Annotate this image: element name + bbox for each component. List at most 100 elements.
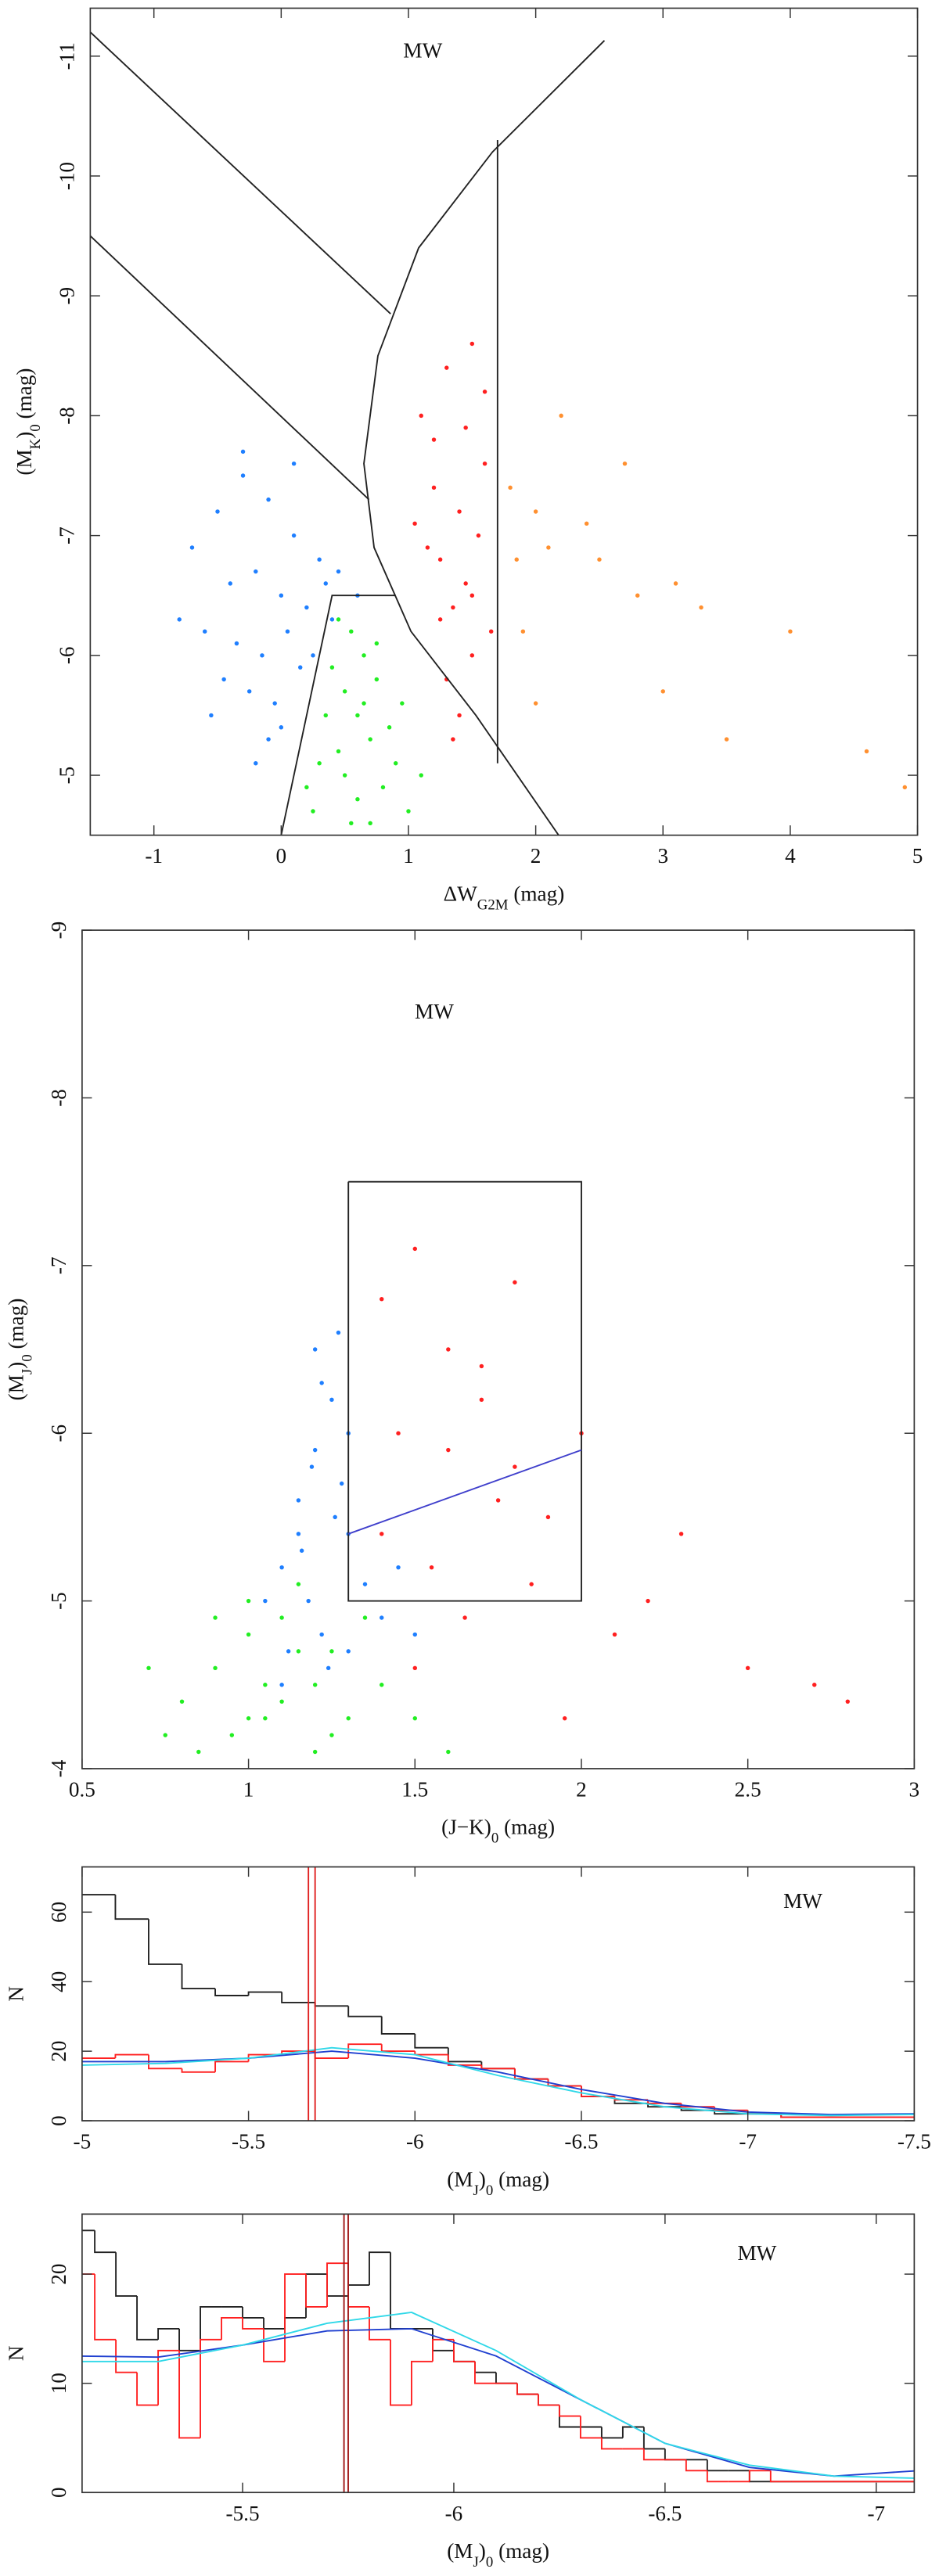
- point: [396, 1565, 401, 1570]
- x-label: (MJ)0 (mag): [447, 2539, 549, 2571]
- point: [406, 809, 411, 814]
- point: [163, 1733, 167, 1737]
- x-label: (MJ)0 (mag): [447, 2168, 549, 2199]
- point: [346, 1716, 351, 1721]
- y-label: (MJ)0 (mag): [5, 1299, 35, 1401]
- point: [203, 629, 207, 634]
- x-tick-label: -5.5: [225, 2502, 259, 2525]
- x-tick-label: -5.5: [232, 2130, 265, 2154]
- x-tick-label: 0.5: [69, 1778, 95, 1802]
- point: [612, 1632, 617, 1637]
- hist-step: [94, 2274, 117, 2341]
- y-tick-label: -7: [55, 526, 78, 544]
- point: [296, 1498, 301, 1503]
- point: [788, 629, 793, 634]
- line: [280, 595, 396, 835]
- line: [90, 31, 391, 314]
- y-tick-label: -8: [47, 1089, 70, 1107]
- point: [495, 1498, 501, 1503]
- hist-step: [178, 2328, 201, 2351]
- point: [529, 1582, 534, 1586]
- x-tick-label: 0: [276, 844, 287, 868]
- point: [446, 1447, 451, 1453]
- point: [462, 1615, 467, 1620]
- point: [412, 1665, 418, 1671]
- frame: [81, 929, 916, 1769]
- point: [279, 1615, 284, 1620]
- label-part: ): [13, 432, 36, 439]
- y-label: (MK)0 (mag): [13, 368, 44, 476]
- hist-step: [181, 1963, 216, 1990]
- label-part: (mag): [5, 1299, 28, 1355]
- hist-step: [447, 2047, 482, 2063]
- hist-step: [157, 2349, 180, 2405]
- point: [446, 1347, 451, 1352]
- point: [349, 629, 354, 634]
- point: [584, 521, 589, 526]
- hist-step: [326, 2262, 348, 2307]
- point: [304, 785, 309, 790]
- hist-step: [94, 2230, 117, 2254]
- point: [368, 821, 372, 826]
- frame: [81, 2213, 916, 2494]
- hist-step: [326, 2274, 348, 2297]
- x-tick-label: 2: [531, 844, 541, 868]
- hist-step: [181, 2068, 216, 2073]
- line: [347, 1449, 582, 1535]
- point: [312, 1347, 318, 1352]
- hist-step: [537, 2394, 559, 2406]
- line: [347, 1180, 582, 1602]
- hist-step: [769, 2470, 792, 2483]
- point: [189, 545, 195, 550]
- hist-step: [474, 2361, 496, 2373]
- y-tick-label: -7: [47, 1256, 70, 1274]
- point: [299, 1548, 304, 1553]
- line: [81, 2046, 915, 2117]
- point: [463, 426, 468, 430]
- annotation: MW: [783, 1889, 822, 1913]
- point: [479, 1363, 484, 1369]
- hist-step: [314, 2002, 349, 2007]
- point: [329, 1649, 334, 1654]
- point: [412, 1632, 418, 1637]
- point: [431, 437, 437, 442]
- hist-step: [221, 2316, 243, 2340]
- label-part: N: [5, 1986, 28, 2002]
- x-tick-label: 2.5: [735, 1778, 761, 1802]
- hist-step: [369, 2251, 390, 2286]
- label-part: (J−K): [441, 1816, 491, 1839]
- line: [81, 2327, 915, 2477]
- x-tick-label: -6: [445, 2502, 463, 2525]
- point: [339, 1481, 344, 1486]
- x-tick-label: 1: [243, 1778, 254, 1802]
- panel: 0.5 1 1.5 2 2.5 3-4-5-6-7-8-9(J−K)0 (mag)(MJ)…: [5, 922, 920, 1846]
- point: [312, 1683, 318, 1687]
- point: [326, 1665, 331, 1671]
- frame: [89, 7, 919, 836]
- hist-step: [600, 2438, 623, 2450]
- hist-step: [547, 2078, 581, 2087]
- point: [431, 485, 437, 490]
- point: [329, 617, 335, 622]
- plot-area: [146, 1180, 851, 1755]
- point: [246, 1632, 251, 1637]
- label-part: (M: [5, 1374, 28, 1400]
- annotation: MW: [737, 2241, 776, 2265]
- hist-step: [284, 2316, 307, 2329]
- point: [412, 521, 417, 526]
- label-part: ): [5, 1362, 28, 1369]
- y-tick-label: -5: [47, 1592, 70, 1610]
- point: [246, 1716, 251, 1721]
- hist-step: [114, 2053, 149, 2059]
- label-part: 0: [486, 2553, 493, 2570]
- hist-step: [664, 2448, 686, 2461]
- hist-step: [281, 1992, 315, 2003]
- point: [545, 1514, 551, 1520]
- hist-step: [214, 1989, 249, 1996]
- point: [476, 533, 481, 538]
- x-tick-label: 4: [785, 844, 796, 868]
- point: [380, 1683, 384, 1687]
- hist-step: [516, 2383, 538, 2395]
- point: [470, 341, 475, 347]
- point: [312, 1749, 318, 1755]
